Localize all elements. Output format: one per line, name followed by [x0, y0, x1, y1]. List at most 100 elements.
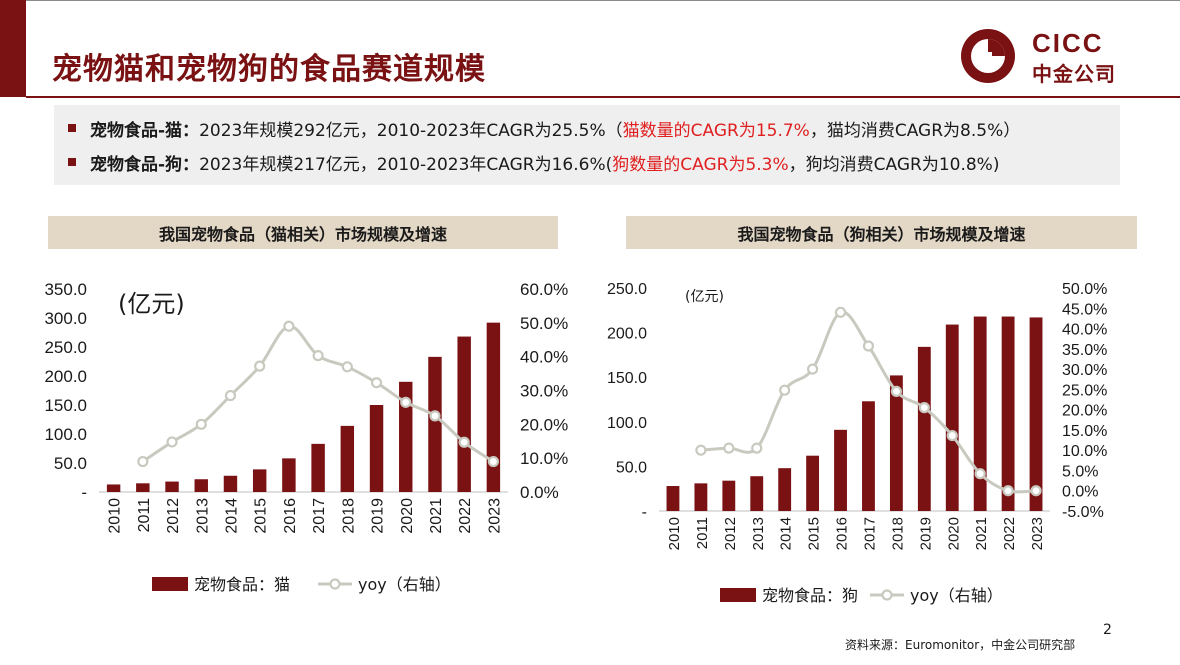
right-axis-tick-label: 40.0%: [520, 348, 568, 367]
summary-cat-label: 宠物食品-猫：: [90, 120, 200, 141]
title-underline: [26, 96, 1180, 98]
bar-2018: [889, 375, 903, 511]
left-axis-tick-label: 250.0: [607, 281, 647, 298]
summary-line-dog: 宠物食品-狗： 2023年规模217亿元，2010-2023年CAGR为16.6…: [68, 145, 1120, 179]
bar-2012: [165, 481, 179, 492]
right-axis-tick-label: 45.0%: [1062, 301, 1107, 318]
left-axis-tick-label: -: [81, 483, 87, 502]
right-axis-tick-label: 15.0%: [1062, 423, 1107, 440]
bar-2023: [1029, 317, 1043, 511]
dog-food-chart: - 50.0 100.0 150.0 200.0 250.0 -5.0% 0.0% 5.0% 10…: [607, 281, 1107, 605]
yoy-point: [862, 340, 875, 352]
bar-2018: [340, 425, 355, 492]
summary-box: 宠物食品-猫： 2023年规模292亿元，2010-2023年CAGR为25.5…: [54, 105, 1120, 185]
x-tick-label-2010: 2010: [666, 517, 683, 550]
left-axis-tick-label: 300.0: [44, 309, 87, 328]
yoy-point: [946, 429, 958, 442]
legend-bar-swatch-icon: [720, 588, 756, 602]
legend-bar-swatch-icon: [152, 577, 188, 591]
yoy-point: [341, 361, 353, 373]
summary-cat-text: 2023年规模292亿元，2010-2023年CAGR为25.5%（: [199, 120, 623, 141]
yoy-point: [429, 410, 441, 422]
x-tick-label-2013: 2013: [750, 517, 767, 550]
x-tick-label-2018: 2018: [340, 498, 357, 534]
bar-2010: [666, 486, 680, 511]
bar-2011: [694, 483, 708, 511]
legend-line-marker-icon: [881, 589, 893, 601]
chart-title-cat: 我国宠物食品（猫相关）市场规模及增速: [48, 216, 558, 249]
top-border-line: [0, 0, 1180, 1]
yoy-point: [254, 360, 266, 372]
x-tick-label-2017: 2017: [311, 498, 328, 534]
bar-2019: [917, 346, 931, 511]
right-axis-tick-label: 10.0%: [1062, 443, 1107, 460]
brand-side-bar: [0, 0, 26, 97]
x-tick-label-2013: 2013: [194, 498, 211, 534]
x-tick-label-2019: 2019: [917, 517, 934, 550]
logo-text-cicc: CICC: [1032, 28, 1104, 58]
yoy-point: [751, 442, 763, 454]
bar-2021: [428, 356, 442, 492]
logo-text-zhongjin: 中金公司: [1032, 62, 1116, 86]
bar-2011: [136, 483, 150, 492]
x-tick-label-2010: 2010: [107, 498, 124, 534]
summary-dog-highlight: 狗数量的CAGR为5.3%: [612, 154, 789, 175]
yoy-point: [974, 468, 986, 480]
summary-cat-highlight: 猫数量的CAGR为15.7%: [622, 120, 810, 141]
yoy-point: [137, 455, 149, 468]
left-axis-tick-label: 50.0: [54, 454, 87, 473]
legend-line-label: yoy（右轴）: [358, 575, 451, 594]
right-axis-tick-label: 10.0%: [520, 449, 568, 468]
x-tick-label-2016: 2016: [834, 517, 851, 550]
x-tick-label-2017: 2017: [861, 517, 878, 550]
right-axis-tick-label: 0.0%: [520, 483, 559, 502]
bar-2012: [722, 480, 736, 511]
yoy-point: [695, 444, 707, 456]
chart-title-dog: 我国宠物食品（狗相关）市场规模及增速: [626, 216, 1137, 249]
bar-2017: [862, 401, 875, 511]
unit-label: (亿元): [118, 290, 185, 318]
left-axis-tick-label: 200.0: [44, 367, 87, 386]
yoy-point: [1030, 485, 1042, 497]
page-number: 2: [1103, 622, 1112, 638]
legend-line-marker-icon: [329, 578, 341, 590]
bar-2013: [194, 479, 208, 492]
x-tick-label-2011: 2011: [136, 498, 153, 533]
yoy-point: [723, 442, 735, 454]
yoy-point: [224, 389, 237, 402]
yoy-point: [370, 377, 383, 389]
bar-2019: [369, 405, 384, 492]
slide-title: 宠物猫和宠物狗的食品赛道规模: [52, 52, 486, 87]
x-tick-label-2019: 2019: [370, 498, 387, 534]
cat-food-chart: - 50.0 100.0 150.0 200.0 250.0 300.0 350.0 0.0% 1…: [44, 280, 568, 594]
x-tick-label-2022: 2022: [457, 498, 474, 534]
yoy-point: [890, 385, 902, 397]
yoy-point: [1002, 485, 1014, 497]
bar-2023: [486, 322, 501, 492]
x-tick-label-2015: 2015: [253, 498, 270, 534]
left-axis-tick-label: 150.0: [607, 370, 647, 387]
bar-2020: [945, 324, 959, 511]
right-axis-tick-label: 60.0%: [520, 280, 568, 299]
summary-dog-text: 2023年规模217亿元，2010-2023年CAGR为16.6%(: [199, 154, 613, 175]
yoy-point: [400, 396, 412, 408]
cicc-logo-icon: [961, 29, 1015, 83]
right-axis-tick-label: -5.0%: [1062, 504, 1104, 521]
left-axis-tick-label: 50.0: [616, 459, 647, 476]
right-axis-tick-label: 30.0%: [1062, 362, 1107, 379]
right-axis-tick-label: 35.0%: [1062, 342, 1107, 359]
bar-2017: [311, 443, 325, 492]
right-axis-tick-label: 50.0%: [1062, 281, 1107, 298]
bar-2013: [750, 476, 764, 511]
bar-2021: [973, 316, 987, 511]
right-axis-tick-label: 0.0%: [1062, 484, 1098, 501]
summary-dog-text-end: ，狗均消费CAGR为10.8%): [788, 154, 1000, 175]
unit-label: (亿元): [685, 289, 724, 305]
left-axis-tick-label: 150.0: [44, 396, 87, 415]
yoy-point: [195, 418, 207, 430]
x-tick-label-2018: 2018: [889, 517, 906, 550]
bar-2010: [106, 484, 121, 492]
x-tick-label-2023: 2023: [1029, 517, 1046, 550]
left-axis-tick-label: 250.0: [44, 338, 87, 357]
x-tick-label-2012: 2012: [722, 517, 739, 550]
